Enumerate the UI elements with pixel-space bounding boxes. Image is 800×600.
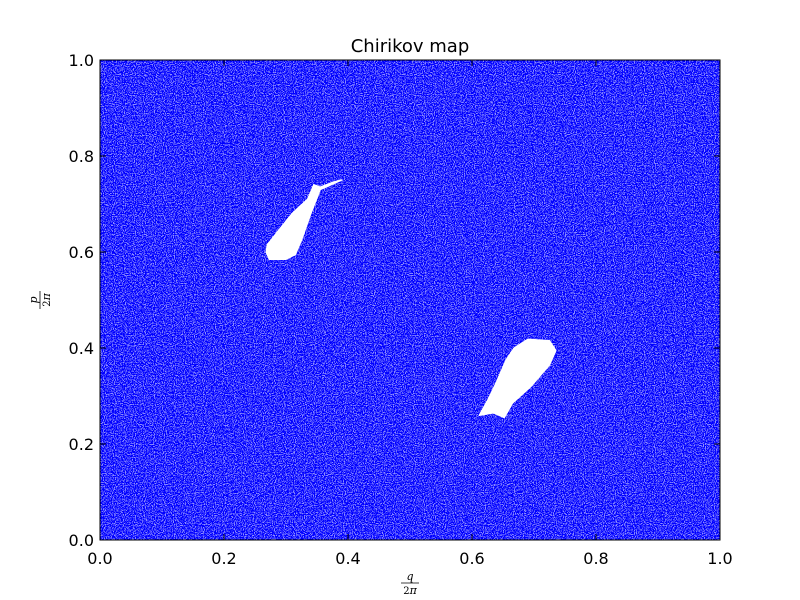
x-tick-label: 1.0 — [707, 549, 732, 568]
y-tick-label: 1.0 — [69, 51, 94, 70]
y-tick-label: 0.8 — [69, 147, 94, 166]
y-tick-label: 0.6 — [69, 243, 94, 262]
x-axis-label: q 2π — [401, 570, 419, 597]
point-gaps-texture — [100, 60, 720, 540]
y-axis-label: p 2π — [27, 291, 53, 309]
y-tick-label: 0.0 — [69, 531, 94, 550]
y-axis-label-numerator: p — [27, 296, 40, 303]
x-tick-label: 0.4 — [335, 549, 360, 568]
plot-area — [100, 60, 720, 540]
y-tick-label: 0.4 — [69, 339, 94, 358]
x-tick-label: 0.0 — [87, 549, 112, 568]
y-axis-label-denominator: 2π — [40, 292, 53, 306]
x-axis-label-numerator: q — [406, 570, 413, 583]
x-tick-label: 0.2 — [211, 549, 236, 568]
x-tick-label: 0.8 — [583, 549, 608, 568]
x-tick-label: 0.6 — [459, 549, 484, 568]
x-axis-label-denominator: 2π — [403, 584, 417, 597]
chart-title: Chirikov map — [351, 36, 470, 57]
y-tick-label: 0.2 — [69, 435, 94, 454]
